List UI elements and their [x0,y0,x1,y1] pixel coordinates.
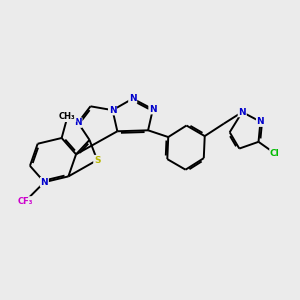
Text: CH₃: CH₃ [59,112,76,122]
Text: Cl: Cl [270,149,280,158]
Text: N: N [149,105,157,114]
Text: N: N [238,108,246,117]
Text: S: S [94,156,101,165]
Text: N: N [74,118,82,127]
Text: N: N [40,178,48,187]
Text: CF₃: CF₃ [17,197,33,206]
Text: N: N [109,106,116,115]
Text: N: N [256,117,264,126]
Text: N: N [129,94,136,103]
